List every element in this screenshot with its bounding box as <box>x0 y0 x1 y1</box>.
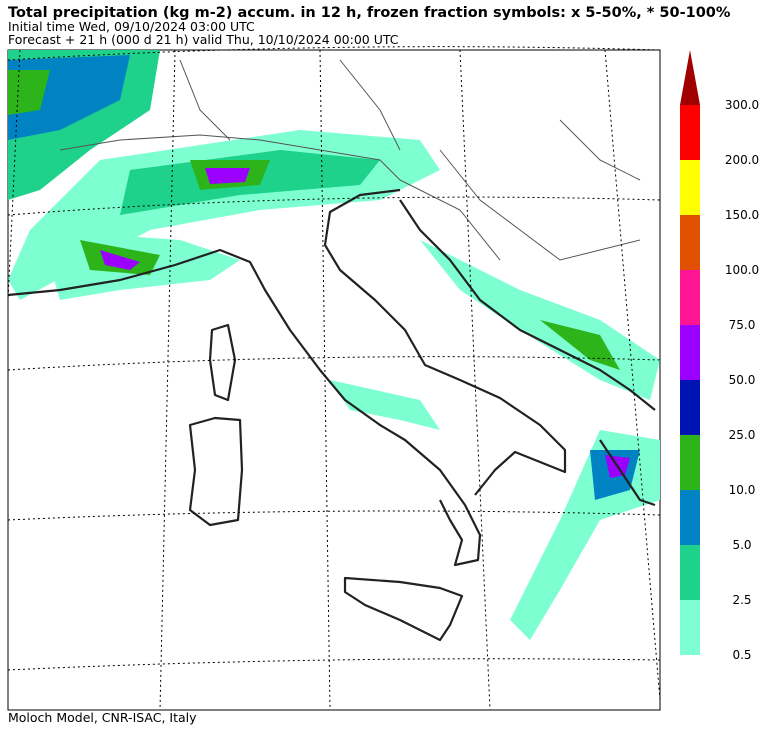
colorbar-label: 25.0 <box>729 428 756 442</box>
precip-area <box>100 250 140 270</box>
colorbar-segment <box>680 215 700 270</box>
title: Total precipitation (kg m-2) accum. in 1… <box>8 5 731 21</box>
colorbar-label: 75.0 <box>729 318 756 332</box>
border <box>59 59 641 261</box>
colorbar-segment <box>680 490 700 545</box>
colorbar-label: 200.0 <box>725 153 759 167</box>
precip-area <box>330 380 440 430</box>
colorbar-label: 5.0 <box>732 538 751 552</box>
colorbar-segment <box>680 600 700 655</box>
colorbar-label: 100.0 <box>725 263 759 277</box>
colorbar-segment <box>680 435 700 490</box>
precip-area <box>205 168 250 184</box>
sardinia <box>188 416 244 527</box>
footer: Moloch Model, CNR-ISAC, Italy <box>8 710 197 725</box>
colorbar-segment <box>680 545 700 600</box>
forecast-time: Forecast + 21 h (000 d 21 h) valid Thu, … <box>8 32 399 47</box>
colorbar-label: 50.0 <box>729 373 756 387</box>
colorbar-label: 0.5 <box>732 648 751 662</box>
coastline <box>7 188 567 567</box>
greek-coast <box>599 439 656 507</box>
colorbar-label: 10.0 <box>729 483 756 497</box>
map-area <box>7 46 661 711</box>
sicily <box>343 576 464 642</box>
colorbar-segment <box>680 270 700 325</box>
colorbar-extension <box>680 50 700 105</box>
colorbar-label: 300.0 <box>725 98 759 112</box>
colorbar-label: 2.5 <box>732 593 751 607</box>
corsica <box>208 323 237 402</box>
colorbar-segment <box>680 380 700 435</box>
colorbar-label: 150.0 <box>725 208 759 222</box>
colorbar-segment <box>680 325 700 380</box>
initial-time: Initial time Wed, 09/10/2024 03:00 UTC <box>8 19 255 34</box>
longitude-line <box>7 49 661 711</box>
precipitation <box>8 50 660 640</box>
balkan-coast <box>399 199 656 411</box>
colorbar-segment <box>680 105 700 160</box>
colorbar: 0.5 2.5 5.0 10.0 25.0 50.0 75.0 100.0 150.0 200.0… <box>680 50 759 662</box>
colorbar-segment <box>680 160 700 215</box>
precip-area <box>540 320 620 370</box>
